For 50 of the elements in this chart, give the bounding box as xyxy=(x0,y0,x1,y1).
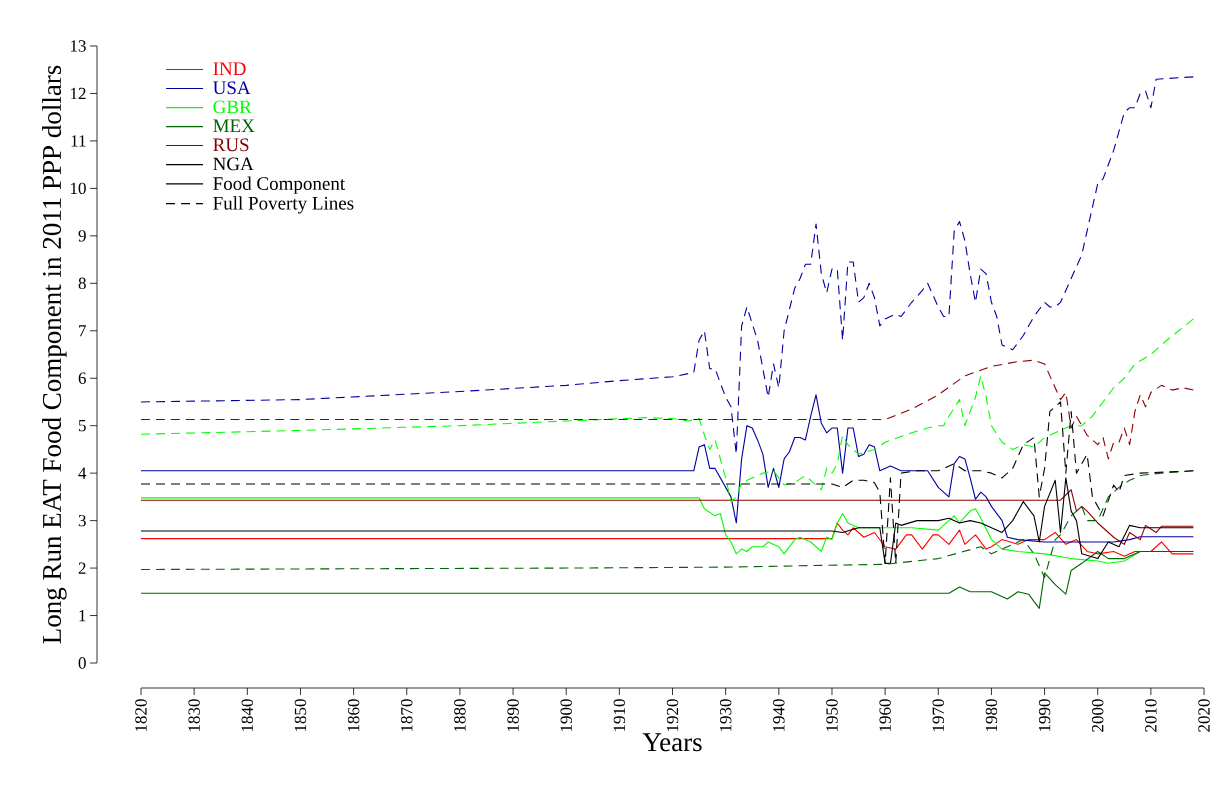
x-tick-label: 2020 xyxy=(1198,699,1210,732)
x-tick-label: 1860 xyxy=(347,699,360,732)
x-tick-label: 1910 xyxy=(613,699,626,732)
x-tick-label: 1850 xyxy=(294,699,307,732)
y-axis-title: Long Run EAT Food Component in 2011 PPP dollars xyxy=(42,65,67,644)
x-tick-label: 1900 xyxy=(560,699,572,732)
x-tick-label: 1870 xyxy=(401,699,413,732)
x-tick-label: 1880 xyxy=(454,699,466,732)
x-tick-label: 1890 xyxy=(507,699,519,732)
x-tick-label: 1920 xyxy=(666,699,679,732)
x-tick-label: 1830 xyxy=(188,699,200,732)
x-tick-label: 1840 xyxy=(241,699,254,732)
y-tick-label: 6 xyxy=(78,372,86,384)
line-series xyxy=(140,359,1194,460)
x-tick-label: 2000 xyxy=(1091,699,1104,732)
legend-label: NGA xyxy=(213,157,254,171)
legend-label: USA xyxy=(213,81,251,95)
y-tick-label: 9 xyxy=(78,230,86,242)
y-tick-label: 1 xyxy=(79,609,86,622)
x-tick-label: 1940 xyxy=(773,699,785,732)
x-tick-label: 1950 xyxy=(826,699,838,732)
y-tick-label: 10 xyxy=(70,182,86,195)
legend-label: RUS xyxy=(213,138,249,152)
x-tick-label: 1930 xyxy=(719,699,732,732)
y-tick-label: 2 xyxy=(78,562,86,574)
x-tick-label: 1980 xyxy=(985,699,998,732)
annotation: Full Poverty Lines xyxy=(213,196,354,214)
y-tick-label: 7 xyxy=(79,325,86,337)
x-tick-label: 1960 xyxy=(879,699,891,732)
y-tick-label: 13 xyxy=(70,40,86,52)
x-axis-title: Years xyxy=(642,733,702,752)
x-tick-label: 1820 xyxy=(135,699,147,732)
legend-label: GBR xyxy=(213,100,252,114)
y-tick-label: 12 xyxy=(70,87,86,100)
x-tick-label: 1990 xyxy=(1038,699,1051,732)
legend-label: MEX xyxy=(213,119,255,132)
line-series xyxy=(140,489,1194,545)
y-tick-label: 0 xyxy=(78,657,86,669)
annotation: Food Component xyxy=(213,176,346,194)
y-tick-label: 5 xyxy=(78,420,86,432)
x-tick-label: 2010 xyxy=(1145,699,1157,732)
y-tick-label: 11 xyxy=(71,135,86,147)
legend-label: IND xyxy=(213,62,246,75)
line-series xyxy=(140,401,1194,564)
y-tick-label: 4 xyxy=(78,467,87,479)
y-tick-label: 3 xyxy=(78,514,86,527)
line-series xyxy=(140,76,1194,455)
y-tick-label: 8 xyxy=(78,277,86,290)
x-tick-label: 1970 xyxy=(932,699,945,732)
line-series xyxy=(140,522,1194,557)
